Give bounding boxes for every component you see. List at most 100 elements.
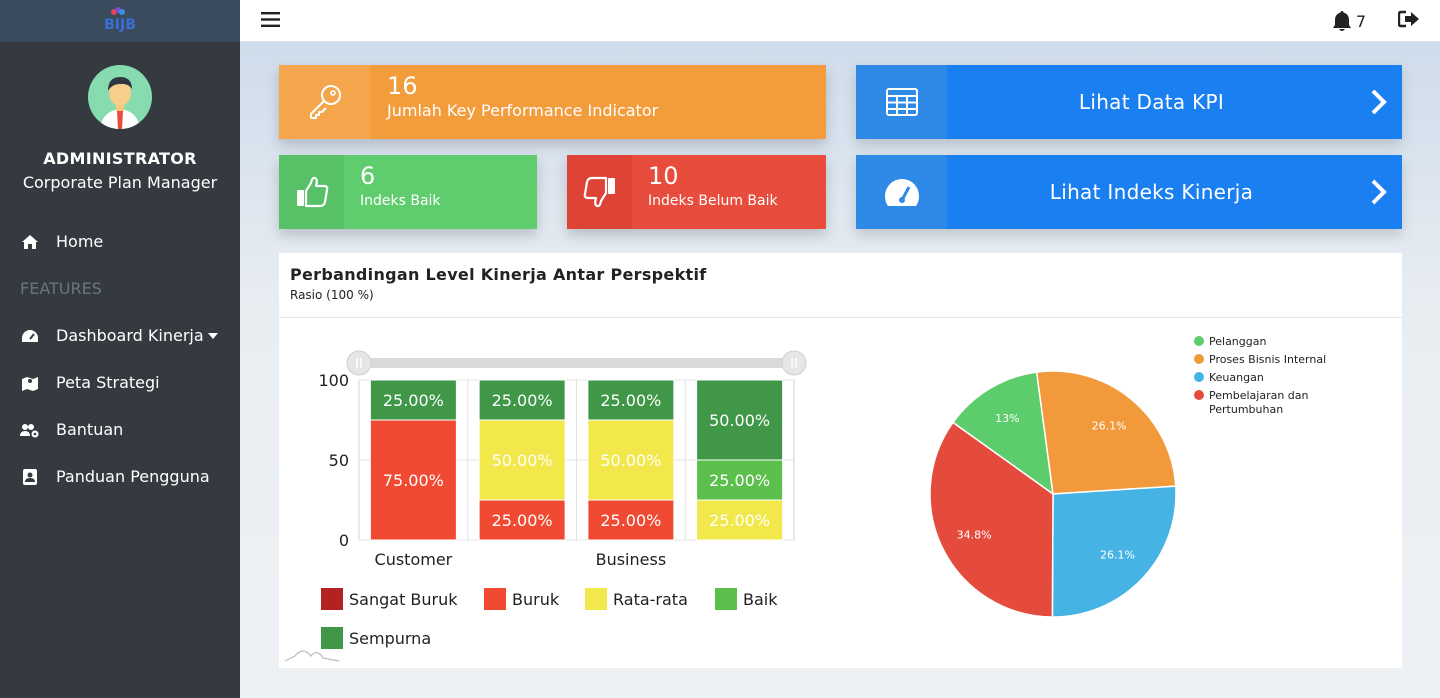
x-tick-label: Customer [375, 550, 453, 569]
logo-icon [111, 7, 125, 15]
pie-data-label: 13% [995, 412, 1019, 425]
legend-label: Sangat Buruk [349, 590, 458, 609]
tachometer-icon [20, 328, 40, 344]
x-tick-label: Business [596, 550, 667, 569]
avatar [88, 65, 152, 129]
bar-segment [478, 379, 566, 421]
range-slider-track [359, 358, 794, 368]
kpi-count-value: 16 [387, 72, 418, 100]
logo-text[interactable]: BIJB [104, 17, 136, 33]
range-slider-left-handle[interactable] [346, 350, 372, 376]
key-icon [279, 65, 370, 139]
pie-data-label: 34.8% [957, 528, 992, 541]
sidebar-item-home[interactable]: Home [0, 218, 240, 265]
bar-segment [587, 379, 675, 421]
bar-data-label: 25.00% [492, 391, 553, 410]
map-icon [20, 375, 40, 391]
pie-legend-marker [1194, 390, 1204, 400]
bar-data-label: 75.00% [383, 471, 444, 490]
indeks-baik-value: 6 [360, 162, 376, 190]
charts-area: 100 50 0 75.00% 25.00% 25.00% 50.00% 25.00% 25.0… [284, 335, 1326, 662]
pie-legend-label: Pertumbuhan [1209, 403, 1283, 416]
bar-segment [369, 379, 457, 421]
bar-data-label: 25.00% [600, 511, 661, 530]
sidebar-item-label: Home [56, 232, 104, 251]
legend-swatch [484, 588, 506, 610]
bar-data-label: 25.00% [383, 391, 444, 410]
y-tick-label: 100 [318, 371, 349, 390]
sidebar-item-panduan-pengguna[interactable]: Panduan Pengguna [0, 453, 240, 500]
thumbs-down-icon [567, 155, 632, 229]
notification-button[interactable]: 7 [1332, 10, 1366, 32]
bar-segment [696, 499, 784, 541]
pie-data-label: 26.1% [1092, 420, 1127, 433]
grip-icon [356, 358, 362, 368]
users-cog-icon [20, 422, 40, 438]
y-tick-label: 0 [339, 531, 349, 550]
bar-segment [696, 379, 784, 461]
bar-data-label: 25.00% [709, 511, 770, 530]
bar-data-label: 50.00% [600, 451, 661, 470]
home-icon [20, 234, 40, 250]
lihat-indeks-kinerja-label: Lihat Indeks Kinerja [1049, 180, 1254, 204]
user-name: ADMINISTRATOR [43, 149, 197, 168]
pie-legend-marker [1194, 354, 1204, 364]
y-tick-label: 50 [329, 451, 349, 470]
legend-swatch [321, 627, 343, 649]
sidebar-item-peta-strategi[interactable]: Peta Strategi [0, 359, 240, 406]
indeks-baik-label: Indeks Baik [360, 193, 441, 209]
legend-label: Rata-rata [613, 590, 688, 609]
chart-panel: Perbandingan Level Kinerja Antar Perspek… [279, 253, 1402, 668]
legend-swatch [321, 588, 343, 610]
sidebar-item-bantuan[interactable]: Bantuan [0, 406, 240, 453]
bar-data-label: 25.00% [492, 511, 553, 530]
legend-swatch [715, 588, 737, 610]
bar-segment [696, 459, 784, 501]
sidebar-item-label: Dashboard Kinerja [56, 326, 204, 345]
lihat-data-kpi-label: Lihat Data KPI [1078, 90, 1225, 114]
sidebar: BIJB ADMINISTRATOR Corporate Plan Manage… [0, 0, 240, 698]
hamburger-menu-icon[interactable] [261, 11, 280, 32]
table-icon [856, 65, 947, 139]
bar-segment [369, 419, 457, 541]
tachometer-icon [856, 155, 947, 229]
user-role: Corporate Plan Manager [22, 173, 218, 192]
range-slider-right-handle[interactable] [781, 350, 807, 376]
bar-data-label: 50.00% [492, 451, 553, 470]
pie-data-label: 26.1% [1100, 549, 1135, 562]
chart-panel-subtitle: Rasio (100 %) [290, 288, 374, 302]
sidebar-item-dashboard-kinerja[interactable]: Dashboard Kinerja [0, 312, 240, 359]
pie-legend-label: Proses Bisnis Internal [1209, 353, 1326, 366]
kpi-count-text: 16 Jumlah Key Performance Indicator [370, 65, 675, 139]
topbar: 7 [240, 0, 1440, 42]
pie-legend-label: Keuangan [1209, 371, 1264, 384]
bar-segment [587, 419, 675, 501]
legend-label: Sempurna [349, 629, 431, 648]
chevron-right-icon [1356, 155, 1402, 229]
lihat-data-kpi-button[interactable]: Lihat Data KPI [856, 65, 1402, 139]
pie-legend-marker [1194, 372, 1204, 382]
pie-slice [929, 421, 1054, 618]
notification-count: 7 [1355, 11, 1366, 31]
logout-icon[interactable] [1397, 10, 1420, 32]
id-card-icon [20, 468, 40, 485]
bar-segment [587, 499, 675, 541]
indeks-belum-baik-label: Indeks Belum Baik [648, 193, 778, 209]
chevron-right-icon [1356, 65, 1402, 139]
indeks-belum-baik-card: 10 Indeks Belum Baik [567, 155, 826, 229]
chart-panel-title: Perbandingan Level Kinerja Antar Perspek… [290, 265, 707, 284]
legend-label: Buruk [512, 590, 560, 609]
sidebar-item-label: Bantuan [56, 420, 124, 439]
bar-segment [478, 419, 566, 501]
chart-credits-icon [284, 650, 340, 662]
sidebar-nav: Home FEATURES Dashboard Kinerja Peta Str… [0, 218, 240, 500]
caret-down-icon [207, 332, 218, 339]
pie-slice [1051, 485, 1177, 618]
lihat-indeks-kinerja-button[interactable]: Lihat Indeks Kinerja [856, 155, 1402, 229]
kpi-count-card: 16 Jumlah Key Performance Indicator [279, 65, 826, 139]
bar-segment [478, 499, 566, 541]
chart-panel-header: Perbandingan Level Kinerja Antar Perspek… [279, 253, 1402, 318]
pie-legend-label: Pelanggan [1209, 335, 1266, 348]
logo-bar: BIJB [0, 0, 240, 42]
sidebar-item-label: Peta Strategi [56, 373, 160, 392]
